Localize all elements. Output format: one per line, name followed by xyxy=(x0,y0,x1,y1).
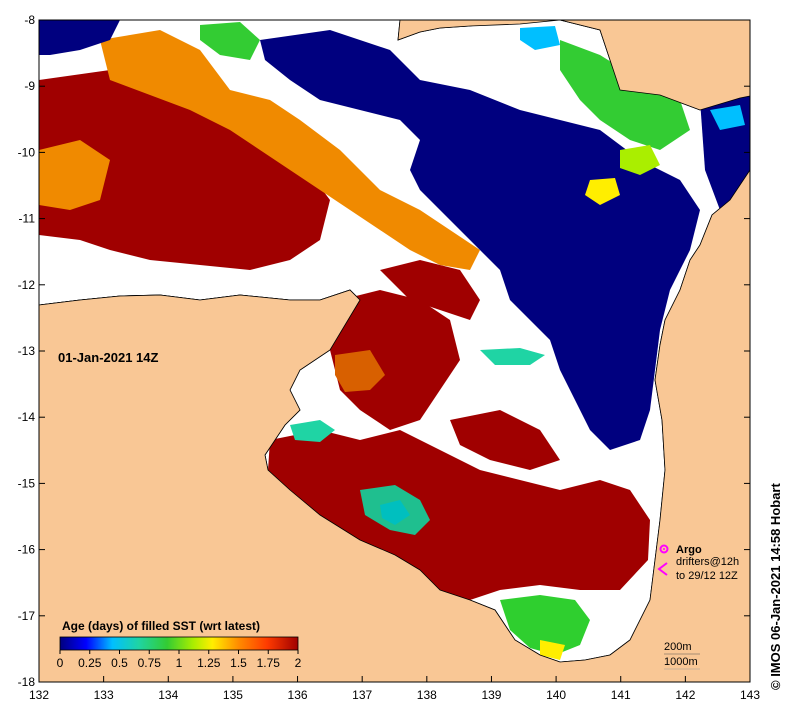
y-tick-label: -9 xyxy=(24,79,35,93)
isobath-1000m-label: 1000m xyxy=(664,656,698,668)
isobath-legend: 200m 1000m xyxy=(664,641,700,670)
x-tick-label: 136 xyxy=(288,688,308,702)
x-tick-label: 142 xyxy=(675,688,695,702)
x-tick-label: 141 xyxy=(611,688,631,702)
x-tick-label: 133 xyxy=(94,688,114,702)
y-tick-label: -10 xyxy=(18,145,36,159)
colorbar-tick-label: 1.25 xyxy=(197,656,221,670)
x-tick-label: 139 xyxy=(481,688,501,702)
x-tick-label: 132 xyxy=(29,688,49,702)
colorbar-tick-label: 0.25 xyxy=(78,656,102,670)
x-tick-label: 135 xyxy=(223,688,243,702)
land-north xyxy=(397,20,561,41)
y-tick-label: -17 xyxy=(18,609,36,623)
y-tick-label: -12 xyxy=(18,278,36,292)
drifter-arrow-icon xyxy=(657,562,668,576)
colorbar-tick-label: 0 xyxy=(57,656,64,670)
colorbar-tick-label: 0.75 xyxy=(138,656,162,670)
isobath-200m-label: 200m xyxy=(664,641,692,653)
y-tick-label: -18 xyxy=(18,675,36,689)
y-tick-label: -11 xyxy=(19,212,36,226)
x-tick-label: 134 xyxy=(158,688,178,702)
legend: Argo drifters@12h to 29/12 12Z xyxy=(657,544,739,582)
colorbar-tick-label: 1.75 xyxy=(257,656,281,670)
y-tick-label: -15 xyxy=(18,476,36,490)
colorbar-tick-label: 2 xyxy=(295,656,302,670)
land-ne xyxy=(559,20,750,111)
argo-float-icon xyxy=(659,544,669,554)
map-area xyxy=(39,20,750,682)
drifters-range-label: to 29/12 12Z xyxy=(676,570,738,582)
colorbar-tick-label: 1.5 xyxy=(230,656,247,670)
x-axis: 132 133 134 135 136 137 138 139 140 141 142 143 xyxy=(29,676,760,702)
y-tick-label: -16 xyxy=(18,543,36,557)
argo-label: Argo xyxy=(676,544,702,556)
x-tick-label: 143 xyxy=(740,688,760,702)
x-tick-label: 138 xyxy=(417,688,437,702)
timestamp-label: 01-Jan-2021 14Z xyxy=(58,350,159,365)
land-west xyxy=(39,169,750,682)
colorbar-title: Age (days) of filled SST (wrt latest) xyxy=(62,619,260,633)
y-tick-label: -14 xyxy=(18,410,36,424)
x-tick-label: 137 xyxy=(352,688,372,702)
y-tick-label: -8 xyxy=(24,13,35,27)
sst-age-field xyxy=(39,20,750,660)
y-tick-label: -13 xyxy=(18,344,36,358)
colorbar-tick-label: 1 xyxy=(176,656,183,670)
drifters-label: drifters@12h xyxy=(676,556,739,568)
colorbar-gradient xyxy=(59,636,299,651)
y-axis: -8 -9 -10 -11 -12 -13 -14 -15 -16 -17 -18 xyxy=(18,13,750,689)
colorbar-tick-label: 0.5 xyxy=(111,656,128,670)
x-tick-label: 140 xyxy=(546,688,566,702)
credit-label: © IMOS 06-Jan-2021 14:58 Hobart xyxy=(768,483,783,690)
colorbar-ticks: 0 0.25 0.5 0.75 1 1.25 1.5 1.75 2 xyxy=(57,650,302,670)
